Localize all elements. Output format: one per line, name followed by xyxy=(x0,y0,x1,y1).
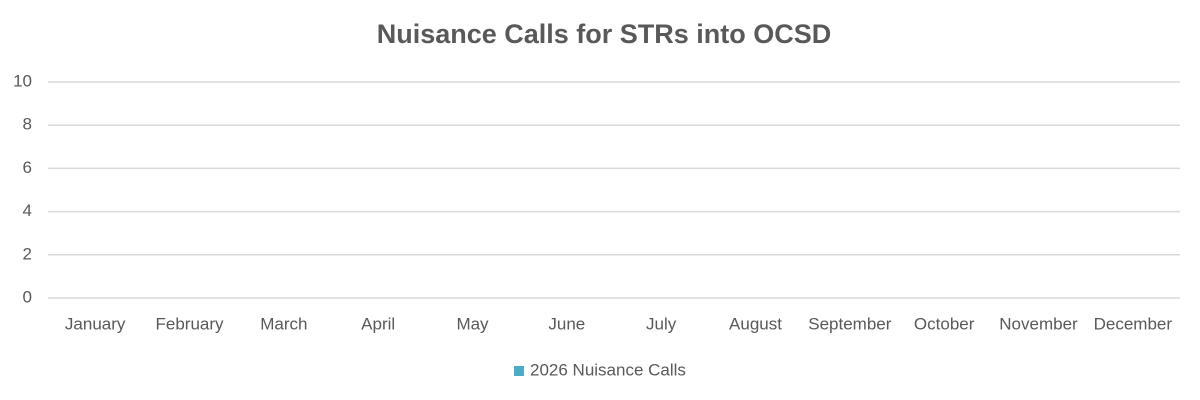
x-tick-label: September xyxy=(808,314,891,333)
x-tick-label: May xyxy=(456,314,489,333)
y-tick-label: 8 xyxy=(23,115,32,134)
chart-title: Nuisance Calls for STRs into OCSD xyxy=(377,19,832,49)
legend-label: 2026 Nuisance Calls xyxy=(530,360,686,379)
y-tick-label: 0 xyxy=(23,287,32,306)
x-tick-label: August xyxy=(729,314,782,333)
x-tick-label: March xyxy=(260,314,307,333)
y-tick-label: 4 xyxy=(23,201,32,220)
x-tick-label: December xyxy=(1094,314,1173,333)
x-tick-label: February xyxy=(155,314,224,333)
x-tick-label: July xyxy=(646,314,677,333)
x-tick-label: January xyxy=(65,314,126,333)
x-tick-label: April xyxy=(361,314,395,333)
y-tick-label: 10 xyxy=(13,71,32,90)
legend-swatch xyxy=(514,366,524,376)
x-tick-label: June xyxy=(548,314,585,333)
y-tick-label: 6 xyxy=(23,158,32,177)
y-tick-label: 2 xyxy=(23,244,32,263)
x-tick-label: October xyxy=(914,314,975,333)
x-tick-label: November xyxy=(999,314,1078,333)
